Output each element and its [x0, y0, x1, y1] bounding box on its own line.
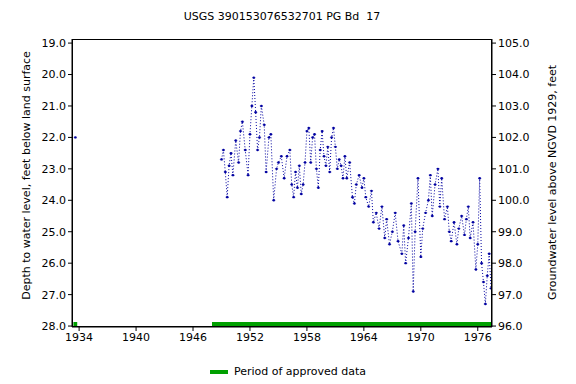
html-text:Depth to water level, feet bel: Depth to water level, feet below land su… — [19, 51, 33, 300]
svg-text:1946: 1946 — [179, 331, 207, 344]
svg-text:25.0: 25.0 — [42, 226, 67, 239]
svg-text:98.0: 98.0 — [498, 257, 523, 270]
svg-text:105.0: 105.0 — [498, 37, 530, 50]
svg-text:102.0: 102.0 — [498, 131, 530, 144]
svg-text:23.0: 23.0 — [42, 163, 67, 176]
svg-text:1964: 1964 — [350, 331, 378, 344]
svg-text:97.0: 97.0 — [498, 289, 523, 302]
svg-text:99.0: 99.0 — [498, 226, 523, 239]
svg-text:1940: 1940 — [122, 331, 150, 344]
html-text:USGS 390153076532701 PG Bd 17: USGS 390153076532701 PG Bd 17 — [183, 10, 381, 23]
svg-text:27.0: 27.0 — [42, 289, 67, 302]
svg-text:22.0: 22.0 — [42, 131, 67, 144]
svg-text:104.0: 104.0 — [498, 68, 530, 81]
svg-text:1970: 1970 — [407, 331, 435, 344]
svg-text:101.0: 101.0 — [498, 163, 530, 176]
svg-text:21.0: 21.0 — [42, 100, 67, 113]
svg-text:1934: 1934 — [65, 331, 93, 344]
svg-text:1958: 1958 — [293, 331, 321, 344]
html-text:Period of approved data: Period of approved data — [233, 365, 367, 378]
html-text:Groundwater level above NGVD 1: Groundwater level above NGVD 1929, feet — [545, 64, 559, 301]
svg-text:1976: 1976 — [464, 331, 492, 344]
svg-text:28.0: 28.0 — [42, 320, 67, 333]
svg-text:100.0: 100.0 — [498, 194, 530, 207]
svg-text:26.0: 26.0 — [42, 257, 67, 270]
svg-text:24.0: 24.0 — [42, 194, 67, 207]
svg-text:1952: 1952 — [236, 331, 264, 344]
svg-text:20.0: 20.0 — [42, 68, 67, 81]
svg-text:19.0: 19.0 — [42, 37, 67, 50]
svg-text:96.0: 96.0 — [498, 320, 523, 333]
svg-text:103.0: 103.0 — [498, 100, 530, 113]
